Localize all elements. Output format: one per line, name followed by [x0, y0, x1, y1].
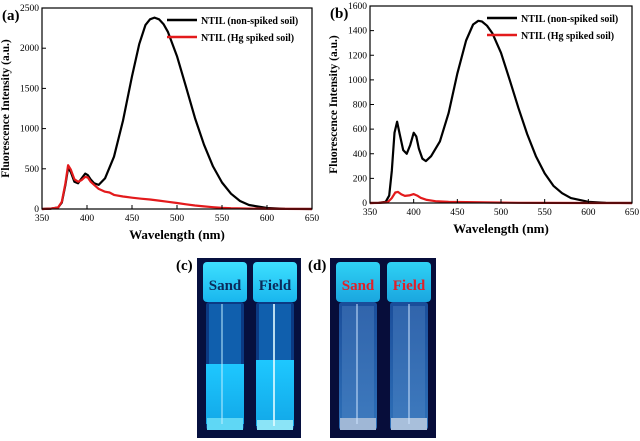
x-tick-label-a: 350: [35, 214, 50, 224]
photo-c-svg: Sand Field: [197, 258, 301, 438]
x-tick-label-b: 500: [494, 208, 509, 218]
vial-label-sand-d: Sand: [342, 278, 375, 294]
x-tick-label-a: 400: [80, 214, 95, 224]
series-line-a-hg-spiked: [41, 164, 313, 211]
y-tick-label-b: 1400: [348, 27, 367, 37]
legend-label-a-0: NTIL (non-spiked soil): [201, 16, 298, 27]
x-tick-label-a: 450: [125, 214, 140, 224]
x-tick-label-b: 350: [363, 208, 378, 218]
y-tick-label-b: 200: [353, 174, 368, 184]
y-tick-label-a: 1000: [20, 125, 39, 135]
panel-label-d: (d): [308, 258, 327, 274]
charts-area: 350 400 450 500 550 600 6500500100015002000250…: [0, 2, 639, 242]
y-tick-label-b: 600: [353, 125, 368, 135]
y-tick-label-b: 400: [353, 150, 368, 160]
y-tick-label-b: 1200: [348, 51, 367, 61]
x-axis-label-b: Wavelength (nm): [453, 221, 549, 236]
vial-label-field-c: Field: [259, 278, 292, 294]
panel-label-b: (b): [330, 6, 348, 22]
x-tick-label-a: 600: [260, 214, 275, 224]
series-line-b-non-spiked: [369, 19, 633, 205]
photo-c: Sand Field: [197, 258, 301, 438]
y-tick-label-a: 2000: [20, 44, 39, 54]
y-tick-label-a: 1500: [20, 84, 39, 94]
x-tick-label-a: 500: [170, 214, 185, 224]
y-tick-label-b: 800: [353, 101, 368, 111]
x-tick-label-a: 550: [215, 214, 230, 224]
vial-sand-c: [203, 262, 247, 430]
x-tick-label-a: 650: [305, 214, 320, 224]
panel-label-c: (c): [176, 258, 193, 274]
vial-field-c: [253, 262, 297, 430]
panel-label-a: (a): [2, 8, 20, 24]
legend-label-b-1: NTIL (Hg spiked soil): [521, 31, 614, 42]
y-tick-label-a: 0: [34, 205, 39, 215]
photo-d-svg: Sand Field: [330, 258, 436, 438]
y-tick-label-a: 2500: [20, 4, 39, 14]
y-axis-label-b: Fluorescence Intensity (a.u.): [328, 35, 340, 174]
y-tick-label-b: 1000: [348, 76, 367, 86]
legend-label-b-0: NTIL (non-spiked soil): [521, 14, 618, 25]
x-tick-label-b: 600: [581, 208, 596, 218]
vial-label-sand-c: Sand: [209, 278, 242, 294]
vial-sand-d: [336, 262, 380, 430]
x-tick-label-b: 400: [407, 208, 422, 218]
y-tick-label-b: 0: [362, 199, 367, 209]
chart-a: 350 400 450 500 550 600 650 0 500 1000 1500 2000 250…: [0, 4, 319, 242]
vial-label-field-d: Field: [393, 278, 426, 294]
vial-field-d: [387, 262, 431, 430]
x-tick-label-b: 650: [625, 208, 640, 218]
x-tick-label-b: 550: [538, 208, 553, 218]
y-tick-label-b: 1600: [348, 2, 367, 12]
x-tick-label-b: 450: [450, 208, 465, 218]
legend-label-a-1: NTIL (Hg spiked soil): [201, 33, 294, 44]
chart-b: 350 400 450 500 550 600 650 0 200 400 600 800 1000 12…: [328, 2, 639, 236]
y-axis-label-a: Fluorescence Intensity (a.u.): [0, 39, 12, 178]
photo-d: Sand Field: [330, 258, 436, 438]
x-axis-label-a: Wavelength (nm): [129, 227, 225, 242]
y-tick-label-a: 500: [25, 165, 40, 175]
